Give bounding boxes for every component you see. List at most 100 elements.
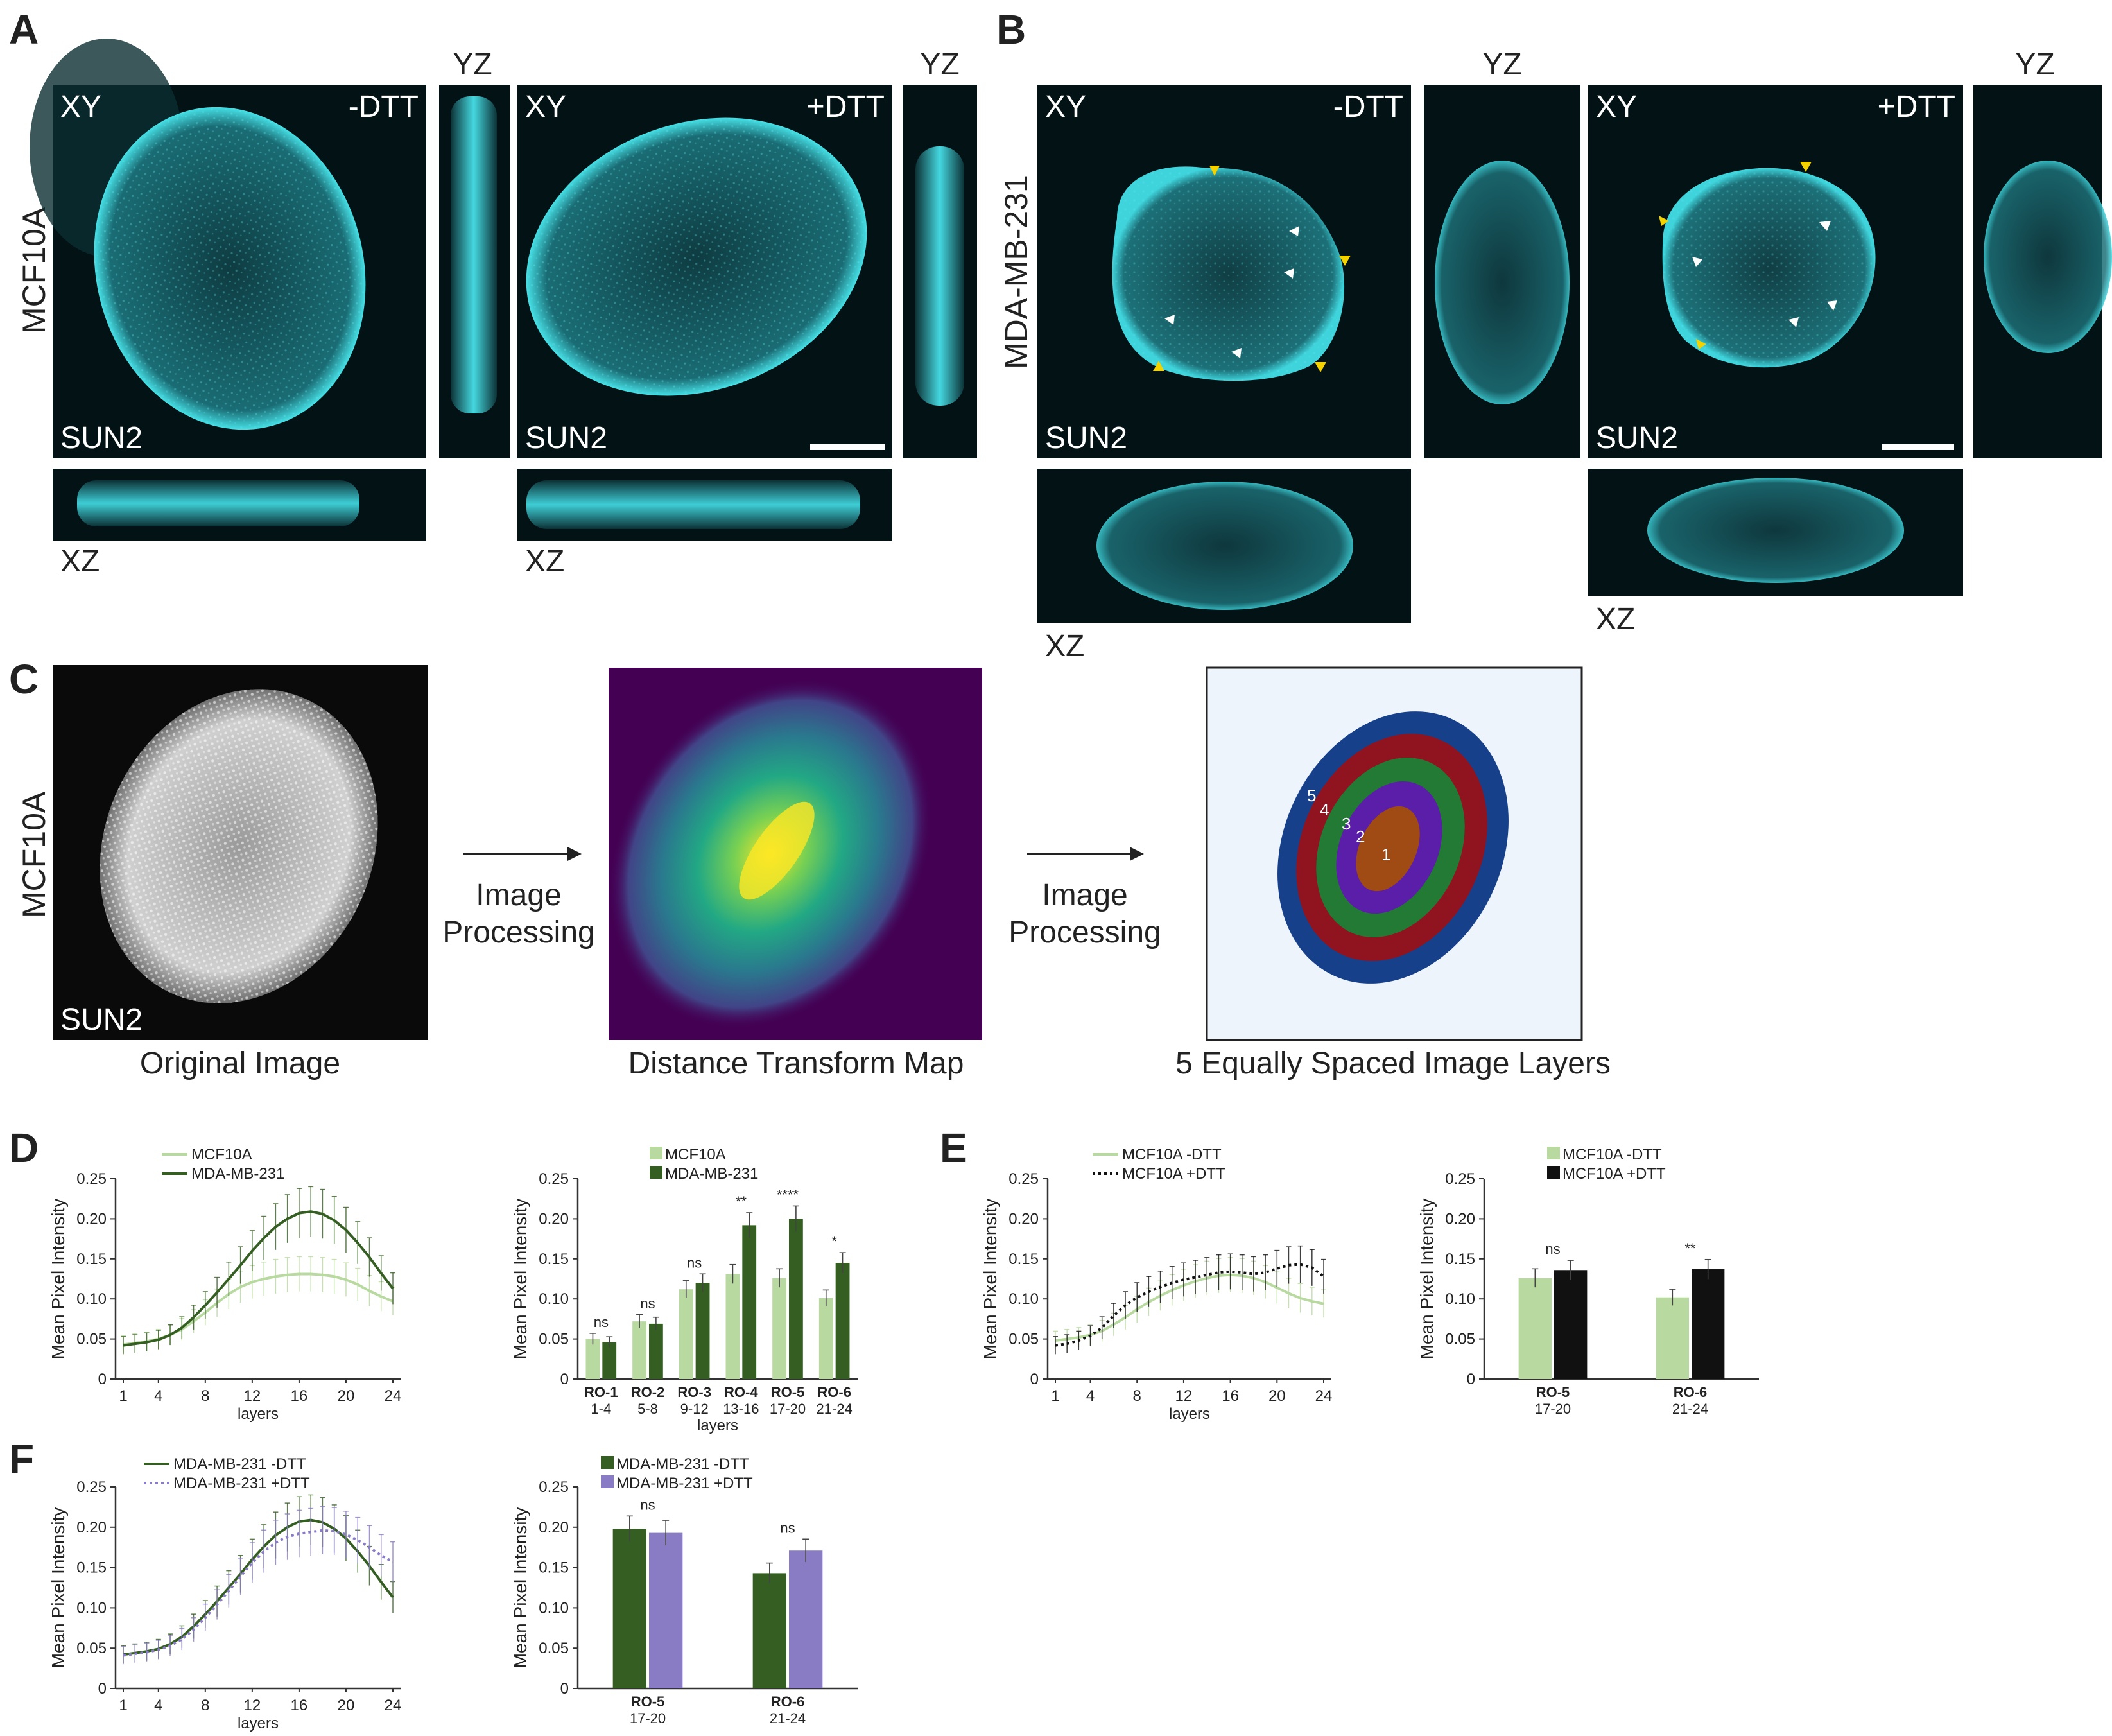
category-sublabel: 17-20 <box>770 1401 806 1417</box>
bar-ro-5-s1 <box>649 1532 683 1688</box>
category-label: RO-6 <box>1674 1384 1708 1400</box>
legend-label: MCF10A <box>665 1146 726 1163</box>
y-axis-label: Mean Pixel Intensity <box>510 1199 530 1360</box>
y-tick-label: 0.05 <box>539 1331 569 1348</box>
x-tick-label: 24 <box>1315 1387 1333 1405</box>
panel-c-cell-line: MCF10A <box>16 791 52 918</box>
bar-ro-5-s0 <box>1518 1278 1552 1379</box>
bar-ro-6-s0 <box>1656 1297 1689 1379</box>
category-label: RO-2 <box>631 1384 665 1400</box>
x-tick-label: 8 <box>1133 1387 1141 1405</box>
bar-ro-3-s0 <box>679 1289 693 1379</box>
panel-c-original-image: SUN2 <box>53 665 428 1040</box>
scale-bar <box>1882 444 1954 450</box>
bar-ro-5-s0 <box>772 1278 786 1379</box>
panel-c-marker: SUN2 <box>60 1003 143 1037</box>
legend-label: MDA-MB-231 +DTT <box>173 1475 310 1492</box>
y-tick-label: 0.25 <box>1008 1170 1039 1188</box>
legend-swatch <box>1547 1147 1560 1159</box>
x-tick-label: 8 <box>201 1697 209 1714</box>
y-tick-label: 0 <box>560 1680 569 1697</box>
category-label: RO-6 <box>817 1384 851 1400</box>
category-sublabel: 17-20 <box>630 1710 666 1726</box>
series-line-mda-mb-231-dtt <box>123 1518 394 1656</box>
y-tick-label: 0 <box>1030 1371 1039 1388</box>
x-tick-label: 16 <box>291 1387 308 1405</box>
category-sublabel: 9-12 <box>680 1401 709 1417</box>
y-tick-label: 0.15 <box>1008 1251 1039 1268</box>
series-line-mcf10a <box>123 1272 394 1346</box>
panel-b-marker-minus: SUN2 <box>1045 421 1127 455</box>
bar-ro-3-s1 <box>695 1283 710 1379</box>
layer-label-1: 1 <box>1381 845 1390 864</box>
bar-ro-6-s1 <box>789 1550 823 1688</box>
x-axis-label: layers <box>238 1405 279 1423</box>
significance-label: ns <box>687 1254 702 1271</box>
bar-ro-6-s0 <box>818 1298 833 1379</box>
charts-layer: 0 0.05 0.10 0.15 0.20 0.25 Mean Pixel Intensit… <box>48 1146 1759 1732</box>
chart-e-line: 0 0.05 0.10 0.15 0.20 0.25 Mean Pixel Intensit… <box>980 1146 1332 1423</box>
panel-letter-b: B <box>996 6 1026 53</box>
category-sublabel: 1-4 <box>591 1401 611 1417</box>
panel-b-yz-minus <box>1424 85 1580 458</box>
category-label: RO-6 <box>771 1694 805 1710</box>
panel-a-cell-line: MCF10A <box>16 207 52 334</box>
panel-b-xy-minus: XY -DTT SUN2 <box>1037 85 1411 458</box>
category-label: RO-5 <box>631 1694 665 1710</box>
y-tick-label: 0.10 <box>76 1599 107 1617</box>
arrow1-label-line1: Image <box>476 878 561 912</box>
significance-label: ** <box>1684 1240 1696 1256</box>
bar-ro-5-s0 <box>612 1529 646 1688</box>
significance-label: * <box>831 1233 837 1249</box>
y-tick-label: 0 <box>98 1680 107 1697</box>
y-tick-label: 0 <box>1467 1371 1475 1388</box>
category-label: RO-4 <box>724 1384 758 1400</box>
significance-label: ns <box>780 1520 795 1536</box>
panel-a-yz-plus <box>903 85 977 458</box>
x-tick-label: 16 <box>1222 1387 1239 1405</box>
bar-ro-6-s1 <box>1692 1269 1725 1379</box>
chart-d-line: 0 0.05 0.10 0.15 0.20 0.25 Mean Pixel Intensit… <box>48 1146 401 1423</box>
y-axis-label: Mean Pixel Intensity <box>48 1507 68 1669</box>
y-tick-label: 0.25 <box>539 1479 569 1496</box>
layer-label-4: 4 <box>1320 800 1329 819</box>
x-tick-label: 12 <box>1175 1387 1193 1405</box>
layer-1 <box>1356 806 1420 892</box>
panel-c-layers-image: 1 2 3 4 5 <box>1206 666 1583 1041</box>
panel-c-layers-caption: 5 Equally Spaced Image Layers <box>1175 1046 1611 1081</box>
chart-e-bar: 0 0.05 0.10 0.15 0.20 0.25 Mean Pixel Intensit… <box>1417 1146 1759 1417</box>
significance-label: ns <box>640 1296 655 1312</box>
chart-f-line: 0 0.05 0.10 0.15 0.20 0.25 Mean Pixel Intensit… <box>48 1455 401 1732</box>
panel-c-distance-transform-map <box>609 668 982 1040</box>
panel-a-yz-minus <box>439 85 510 458</box>
panel-letter-c: C <box>9 656 39 702</box>
y-tick-label: 0.05 <box>539 1640 569 1657</box>
x-tick-label: 20 <box>1268 1387 1286 1405</box>
panel-a-xy-plus: XY +DTT SUN2 <box>517 85 892 458</box>
x-tick-label: 16 <box>291 1697 308 1714</box>
panel-b-xy-label-plus: XY <box>1596 90 1637 124</box>
panel-a-dtt-minus: -DTT <box>349 90 419 124</box>
arrow1-label-line2: Processing <box>442 916 594 950</box>
bar-ro-5-s1 <box>789 1219 803 1379</box>
x-axis-label: layers <box>1169 1405 1210 1423</box>
panel-a-xy-label-minus: XY <box>60 90 101 124</box>
significance-label: **** <box>777 1186 799 1202</box>
legend-label: MCF10A +DTT <box>1122 1165 1225 1183</box>
scale-bar <box>810 444 885 450</box>
y-tick-label: 0.25 <box>76 1170 107 1188</box>
legend-label: MDA-MB-231 +DTT <box>616 1475 753 1492</box>
x-tick-label: 12 <box>244 1697 261 1714</box>
panel-b-xz-plus <box>1588 469 1963 596</box>
y-tick-label: 0.10 <box>539 1290 569 1308</box>
y-tick-label: 0.15 <box>76 1251 107 1268</box>
y-tick-label: 0.15 <box>76 1559 107 1577</box>
bar-ro-1-s1 <box>602 1342 617 1379</box>
legend-label: MCF10A +DTT <box>1562 1165 1666 1183</box>
legend-label: MDA-MB-231 -DTT <box>616 1455 749 1473</box>
y-tick-label: 0.10 <box>76 1290 107 1308</box>
bar-ro-1-s0 <box>585 1339 600 1379</box>
processing-arrow-1 <box>463 847 582 861</box>
legend-label: MCF10A -DTT <box>1122 1146 1222 1163</box>
legend-label: MCF10A <box>191 1146 252 1163</box>
